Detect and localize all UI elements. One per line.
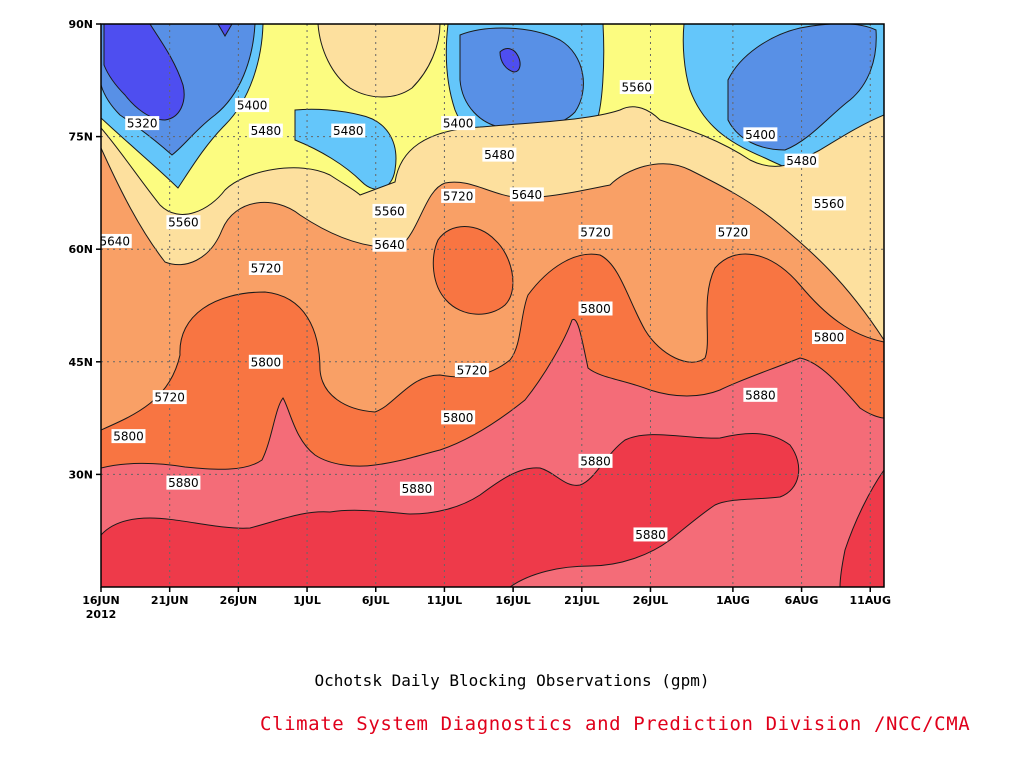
x-tick-label: 6JUL [362,594,390,607]
svg-text:5880: 5880 [168,476,199,490]
contour-label-5800: 5800 [578,301,613,316]
contour-label-5480: 5480 [784,153,819,168]
contour-label-5720: 5720 [578,224,613,239]
contour-label-5480: 5480 [248,123,283,138]
contour-label-5720: 5720 [441,188,476,203]
svg-text:5400: 5400 [237,99,268,113]
x-tick-label: 21JUL [564,594,599,607]
svg-text:5800: 5800 [251,355,282,369]
x-tick-label: 26JUL [633,594,668,607]
svg-text:5800: 5800 [113,430,144,444]
plot-frame [100,23,885,588]
chart-subtitle: Ochotsk Daily Blocking Observations (gpm… [314,671,710,690]
svg-text:5800: 5800 [443,411,474,425]
svg-text:5720: 5720 [443,189,474,203]
svg-text:5640: 5640 [99,234,130,248]
svg-text:5640: 5640 [512,188,543,202]
svg-text:5560: 5560 [374,204,405,218]
svg-text:5720: 5720 [580,225,611,239]
svg-text:5640: 5640 [374,238,405,252]
contour-label-5400: 5400 [743,127,778,142]
contour-label-5880: 5880 [633,527,668,542]
contour-label-5560: 5560 [372,203,407,218]
band-5720-5800-island [432,226,514,315]
x-year-label: 2012 [86,608,117,621]
contour-labels: 5320 5400 5400 5400 5480 5480 5480 5480 5560 5560… [97,80,847,542]
y-axis: 30N 45N 60N 75N 90N [68,18,101,481]
x-tick-label: 26JUN [220,594,258,607]
svg-text:5720: 5720 [251,261,282,275]
contour-label-5640: 5640 [509,187,544,202]
contour-label-5720: 5720 [454,363,489,378]
svg-text:5480: 5480 [251,124,282,138]
contour-label-5880: 5880 [166,475,201,490]
contour-label-5800: 5800 [812,330,847,345]
svg-text:5880: 5880 [635,528,666,542]
svg-text:5400: 5400 [745,128,776,142]
svg-text:5800: 5800 [580,302,611,316]
svg-text:5400: 5400 [443,117,474,131]
contour-label-5480: 5480 [331,123,366,138]
svg-text:5880: 5880 [745,388,776,402]
contour-label-5560: 5560 [166,215,201,230]
band-5560-5640-top [317,24,441,98]
x-tick-label: 1JUL [293,594,321,607]
contour-label-5560: 5560 [812,196,847,211]
contour-label-5400: 5400 [441,116,476,131]
contour-label-5880: 5880 [743,387,778,402]
contour-label-5800: 5800 [248,354,283,369]
svg-text:5720: 5720 [154,391,185,405]
svg-text:5560: 5560 [621,81,652,95]
band-above-5880-right [839,469,884,587]
contour-label-5320: 5320 [125,116,160,131]
contour-label-5560: 5560 [619,80,654,95]
svg-text:5480: 5480 [786,154,817,168]
contour-label-5720: 5720 [715,224,750,239]
contour-label-5480: 5480 [482,147,517,162]
svg-text:5720: 5720 [718,225,749,239]
x-tick-label: 11AUG [850,594,891,607]
contour-label-5400: 5400 [235,98,270,113]
svg-text:5320: 5320 [127,117,158,131]
svg-text:5480: 5480 [484,148,515,162]
x-tick-label: 6AUG [785,594,819,607]
y-tick-label: 90N [68,18,93,31]
contour-label-5880: 5880 [578,453,613,468]
y-tick-label: 75N [68,131,93,144]
contour-label-5640: 5640 [372,237,407,252]
svg-text:5560: 5560 [814,197,845,211]
x-tick-label: 16JUN [82,594,120,607]
svg-text:5880: 5880 [580,454,611,468]
y-tick-label: 45N [68,356,93,369]
svg-text:5480: 5480 [333,124,364,138]
x-tick-label: 21JUN [151,594,189,607]
y-tick-label: 60N [68,243,93,256]
contour-label-5720: 5720 [248,260,283,275]
svg-text:5800: 5800 [814,331,845,345]
credit-line: Climate System Diagnostics and Predictio… [260,713,971,735]
contour-label-5640: 5640 [97,233,132,248]
contour-label-5800: 5800 [111,429,146,444]
x-tick-label: 1AUG [716,594,750,607]
y-tick-label: 30N [68,468,93,481]
x-axis: 16JUN 21JUN 26JUN 1JUL 6JUL 11JUL 16JUL 21JUL 26… [82,587,891,621]
contour-label-5800: 5800 [441,410,476,425]
svg-text:5880: 5880 [402,482,433,496]
contour-label-5880: 5880 [399,481,434,496]
svg-text:5560: 5560 [168,216,199,230]
contour-label-5720: 5720 [152,390,187,405]
x-tick-label: 11JUL [427,594,462,607]
contour-bands [101,24,884,587]
x-tick-label: 16JUL [495,594,530,607]
svg-text:5720: 5720 [457,364,488,378]
